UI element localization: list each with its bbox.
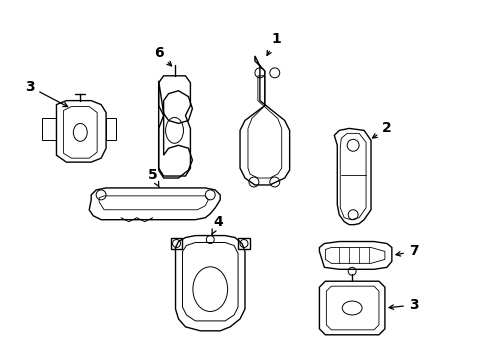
Text: 3: 3: [388, 298, 418, 312]
Text: 5: 5: [147, 168, 159, 187]
Text: 2: 2: [372, 121, 391, 138]
Text: 4: 4: [211, 215, 223, 234]
Text: 6: 6: [154, 46, 171, 66]
Text: 1: 1: [266, 32, 281, 55]
Text: 7: 7: [395, 244, 418, 258]
Text: 3: 3: [25, 80, 67, 107]
